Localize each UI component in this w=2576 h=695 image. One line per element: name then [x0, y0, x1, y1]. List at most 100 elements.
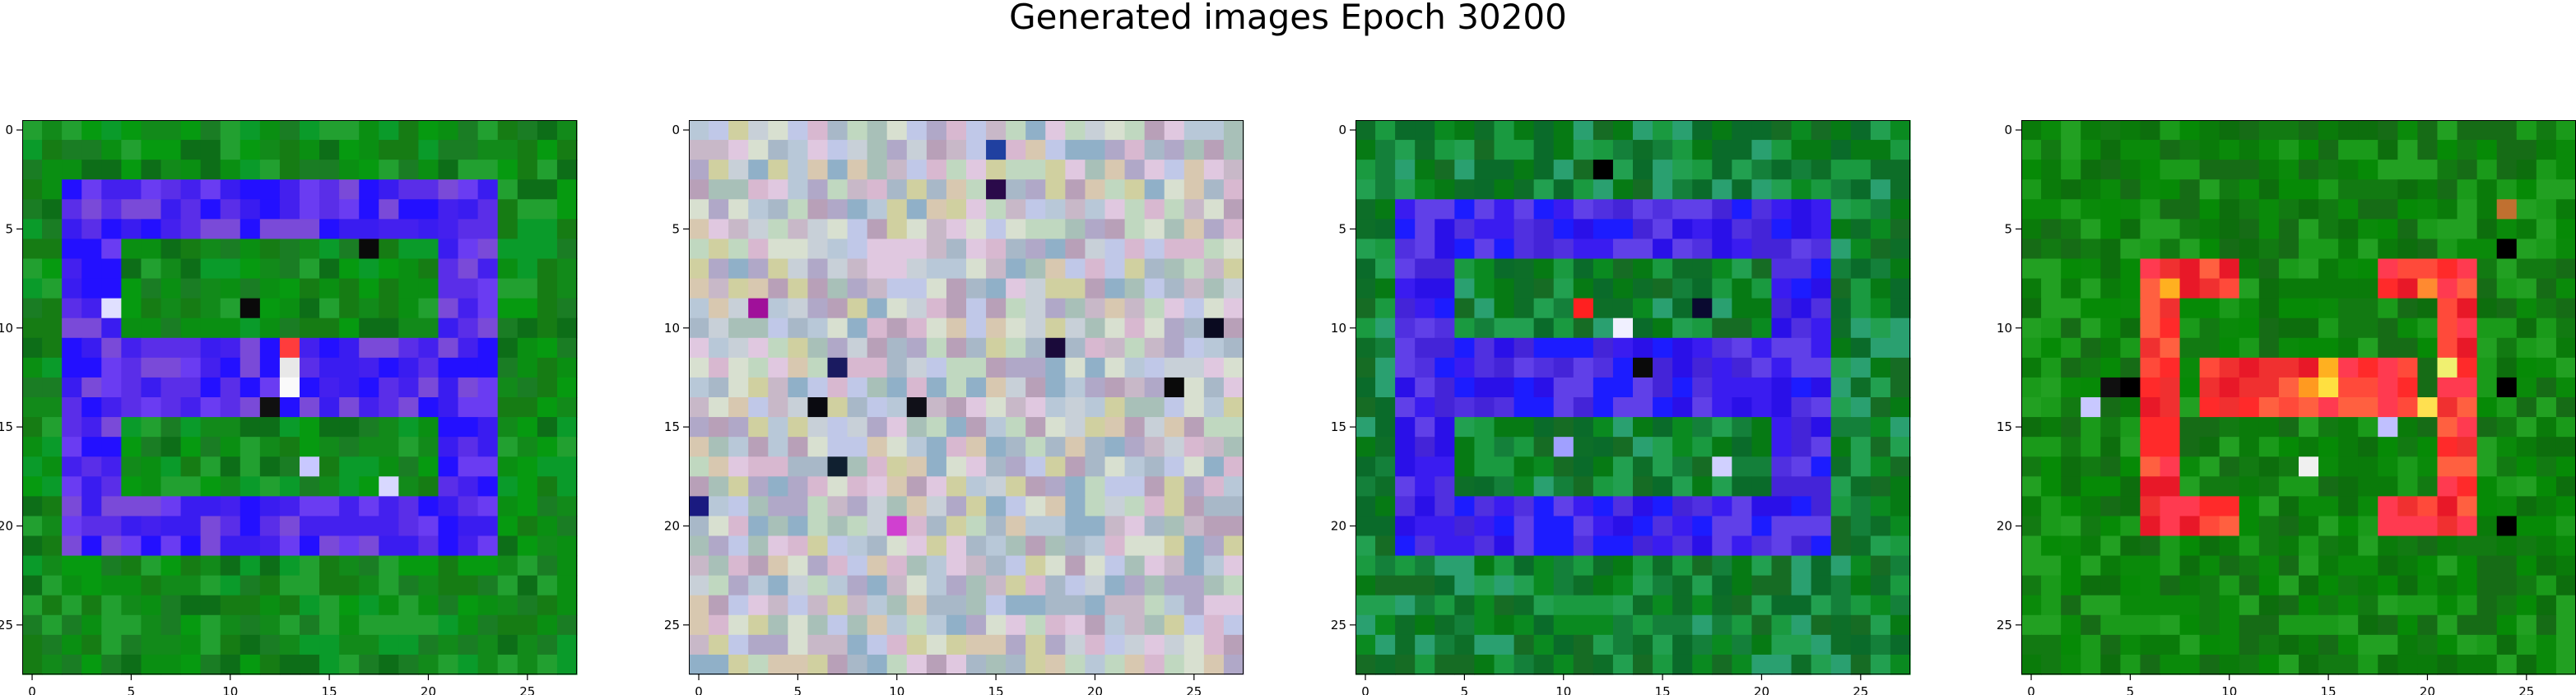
pixel-cell	[1553, 140, 1574, 160]
pixel-cell	[1751, 417, 1773, 438]
pixel-cell	[81, 357, 102, 378]
pixel-cell	[1890, 258, 1911, 280]
pixel-cell	[2358, 496, 2378, 517]
pixel-cell	[2120, 437, 2141, 457]
pixel-cell	[1104, 239, 1126, 260]
pixel-cell	[22, 120, 43, 141]
pixel-cell	[339, 357, 360, 378]
pixel-cell	[1633, 120, 1653, 141]
pixel-cell	[1124, 239, 1146, 260]
pixel-cell	[458, 516, 479, 537]
pixel-cell	[81, 654, 102, 675]
pixel-cell	[379, 278, 399, 299]
pixel-cell	[1514, 298, 1535, 319]
pixel-cell	[2199, 555, 2220, 577]
pixel-cell	[807, 199, 829, 220]
image-panel-4: 0 5 10 15 20 25 0 5 10 15 20 25	[1997, 120, 2576, 695]
pixel-cell	[1514, 634, 1535, 656]
pixel-cell	[1025, 456, 1046, 477]
pixel-cell	[141, 298, 162, 319]
pixel-cell	[319, 535, 340, 557]
pixel-cell	[438, 456, 459, 477]
pixel-cell	[279, 357, 300, 378]
pixel-cell	[827, 496, 849, 517]
pixel-cell	[1434, 634, 1455, 656]
pixel-cell	[1065, 140, 1086, 160]
pixel-cell	[1850, 258, 1872, 280]
pixel-cell	[2160, 535, 2181, 557]
pixel-cell	[966, 120, 987, 141]
pixel-cell	[438, 278, 459, 299]
pixel-cell	[847, 239, 868, 260]
pixel-cell	[847, 614, 868, 636]
pixel-cell	[2318, 140, 2339, 160]
pixel-cell	[768, 417, 788, 438]
pixel-cell	[1494, 317, 1515, 339]
pixel-cell	[300, 417, 320, 438]
pixel-cell	[827, 258, 849, 280]
pixel-cell	[926, 535, 947, 557]
pixel-cell	[2179, 516, 2201, 537]
pixel-cell	[1434, 476, 1455, 497]
pixel-cell	[379, 337, 399, 359]
pixel-cell	[2417, 555, 2439, 577]
pixel-cell	[42, 317, 63, 339]
x-tick-label: 20	[421, 684, 436, 695]
pixel-cell	[946, 317, 967, 339]
pixel-cell	[62, 258, 82, 280]
pixel-cell	[1045, 140, 1066, 160]
pixel-cell	[121, 437, 142, 457]
pixel-cell	[788, 179, 809, 200]
pixel-cell	[1006, 278, 1026, 299]
pixel-cell	[2358, 476, 2378, 497]
pixel-cell	[339, 634, 360, 656]
pixel-cell	[1672, 456, 1693, 477]
pixel-cell	[1045, 258, 1066, 280]
pixel-cell	[200, 377, 221, 398]
pixel-cell	[2437, 179, 2458, 200]
pixel-cell	[1830, 417, 1852, 438]
pixel-cell	[1494, 377, 1515, 398]
pixel-cell	[359, 120, 379, 141]
pixel-cell	[2219, 120, 2240, 141]
pixel-cell	[2299, 377, 2319, 398]
pixel-cell	[2061, 278, 2081, 299]
pixel-cell	[101, 634, 122, 656]
pixel-cell	[1065, 417, 1086, 438]
pixel-cell	[1203, 476, 1225, 497]
pixel-cell	[1085, 614, 1106, 636]
pixel-cell	[2476, 496, 2498, 517]
pixel-cell	[279, 496, 300, 517]
pixel-cell	[906, 437, 928, 457]
pixel-cell	[1164, 555, 1185, 577]
pixel-cell	[2476, 535, 2498, 557]
pixel-cell	[2378, 298, 2398, 319]
pixel-cell	[986, 239, 1007, 260]
pixel-cell	[2358, 140, 2378, 160]
pixel-cell	[1065, 516, 1086, 537]
pixel-cell	[2417, 317, 2439, 339]
pixel-cell	[2555, 199, 2576, 220]
pixel-cell	[2476, 278, 2498, 299]
pixel-cell	[2140, 377, 2161, 398]
pixel-cell	[2457, 298, 2478, 319]
pixel-cell	[2358, 258, 2378, 280]
pixel-cell	[807, 357, 829, 378]
pixel-cell	[2258, 377, 2280, 398]
pixel-cell	[986, 140, 1007, 160]
axes-frame	[2021, 120, 2576, 674]
pixel-cell	[2338, 654, 2359, 675]
pixel-cell	[2299, 337, 2319, 359]
pixel-cell	[748, 278, 769, 299]
pixel-cell	[300, 654, 320, 675]
pixel-cell	[946, 456, 967, 477]
pixel-cell	[1830, 337, 1852, 359]
pixel-cell	[1454, 239, 1476, 260]
pixel-cell	[827, 239, 849, 260]
pixel-cell	[788, 278, 809, 299]
pixel-cell	[1144, 417, 1165, 438]
pixel-cell	[180, 140, 202, 160]
x-tick-label: 0	[695, 684, 703, 695]
pixel-cell	[537, 417, 558, 438]
pixel-cell	[379, 140, 399, 160]
